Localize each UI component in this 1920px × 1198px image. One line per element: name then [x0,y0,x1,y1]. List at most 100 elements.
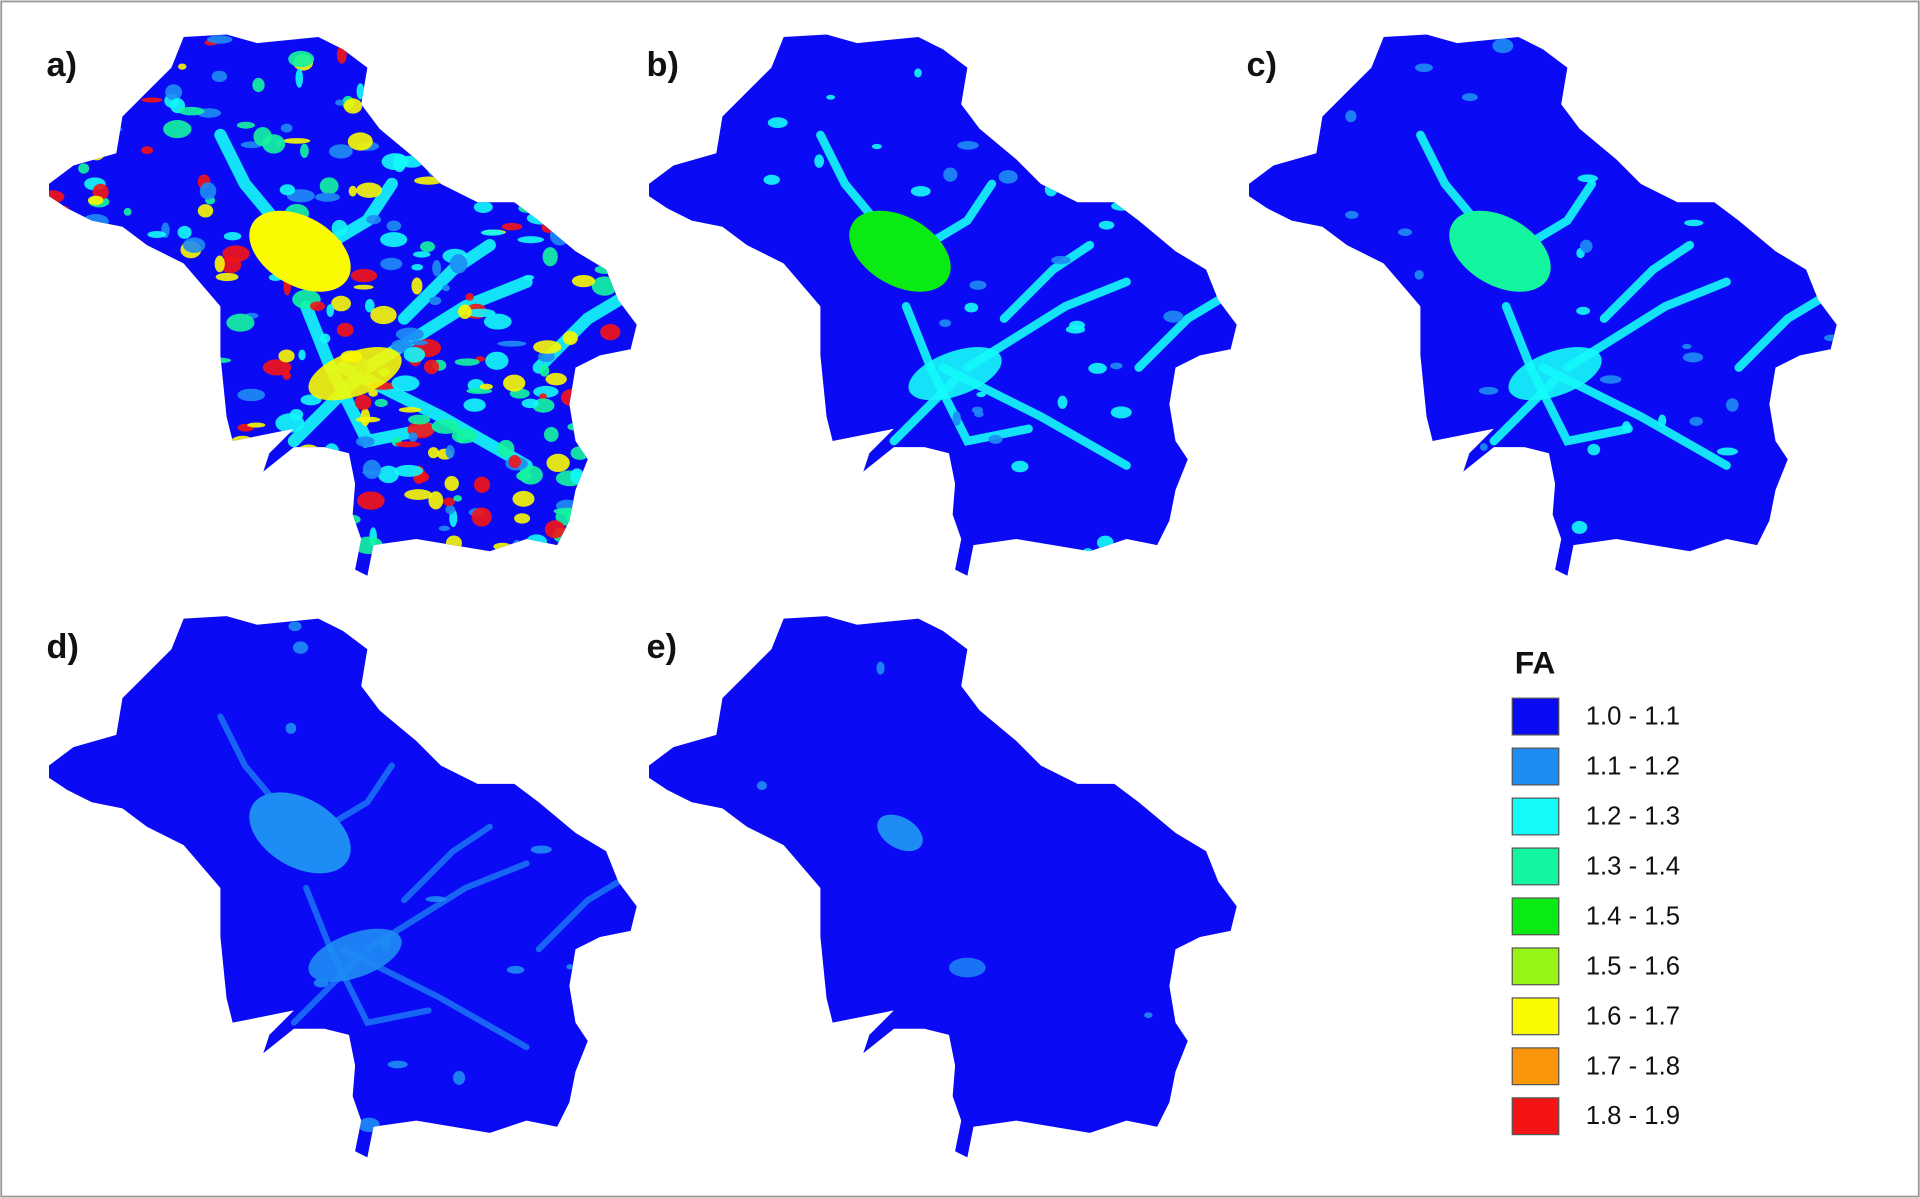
patch [530,845,552,854]
patch [763,174,780,185]
patch [207,35,233,44]
patch [1571,520,1588,534]
lake [948,957,986,978]
patch [356,83,365,100]
lake [249,210,351,292]
stream [401,823,493,904]
lake [1508,347,1602,401]
patch [87,195,104,206]
legend-swatch [1511,897,1560,936]
stream [999,240,1095,323]
patch [236,121,255,129]
patch [523,274,535,281]
patch [438,525,450,531]
legend: FA 1.0 - 1.1 1.1 - 1.2 1.2 - 1.3 1.3 - 1.4 1.… [1511,645,1680,1136]
patch [957,140,979,150]
patch [1682,352,1704,363]
patch [309,301,326,311]
patch [767,117,788,129]
patch [1398,228,1413,237]
patch [252,77,265,93]
patch [442,284,450,292]
patch [466,308,496,318]
patch [1144,1012,1153,1019]
patch [1345,210,1359,219]
patch [483,313,512,330]
stream [1134,295,1223,372]
patch [319,177,339,195]
patch [237,388,266,402]
legend-label: 1.5 - 1.6 [1586,952,1680,980]
legend-label: 1.2 - 1.3 [1586,802,1680,830]
patch [542,247,558,267]
patch [939,319,952,327]
patch [497,340,527,347]
patch [343,98,363,114]
stream [1599,240,1695,323]
stream [535,878,622,953]
patch [280,123,293,133]
patch [141,97,163,103]
patch [215,272,239,282]
stream [303,884,334,953]
patch [537,351,555,363]
patch [571,274,596,288]
patch [398,407,422,413]
patch [539,393,547,400]
patch [756,781,768,790]
legend-label: 1.7 - 1.8 [1586,1052,1680,1080]
stream [300,300,337,374]
patch [1098,220,1115,230]
patch [362,459,382,480]
stream [1501,302,1535,372]
patch [247,422,266,428]
patch [1110,406,1132,419]
legend-label: 1.8 - 1.9 [1586,1102,1680,1130]
patch [278,349,295,363]
patch [431,418,460,434]
patch [411,277,423,295]
patch [355,436,375,447]
patch [403,346,426,363]
patch [497,439,515,458]
patch [1088,362,1107,374]
patch [425,896,447,903]
patch [876,661,885,675]
patch [521,398,539,409]
patch [479,383,493,390]
patch [871,143,882,150]
patch [454,358,480,366]
panel-label: a) [47,46,77,84]
patch [453,495,463,502]
patch [48,190,65,204]
patch [1621,421,1631,433]
patch [211,70,228,83]
patch [566,964,575,970]
panel-label: b) [647,46,679,84]
patch [298,349,306,361]
patch [465,293,474,301]
patch [458,304,472,319]
patch [1051,255,1071,265]
legend-swatch [1511,1097,1560,1136]
patch [485,351,509,370]
patch [285,722,297,734]
patch [348,185,357,197]
patch [197,204,214,218]
patch [123,207,132,216]
patch [329,144,353,159]
patch [395,441,421,448]
legend-swatch [1511,847,1560,886]
lake [308,928,402,982]
patch [1658,414,1667,428]
patch [463,398,486,412]
map-overlay [648,68,1237,576]
patch [292,641,309,654]
patch [449,254,468,274]
patch [288,621,302,632]
patch [147,230,167,238]
patch [183,237,206,253]
patch [1689,416,1703,426]
patch [163,120,192,139]
patch [357,491,385,510]
